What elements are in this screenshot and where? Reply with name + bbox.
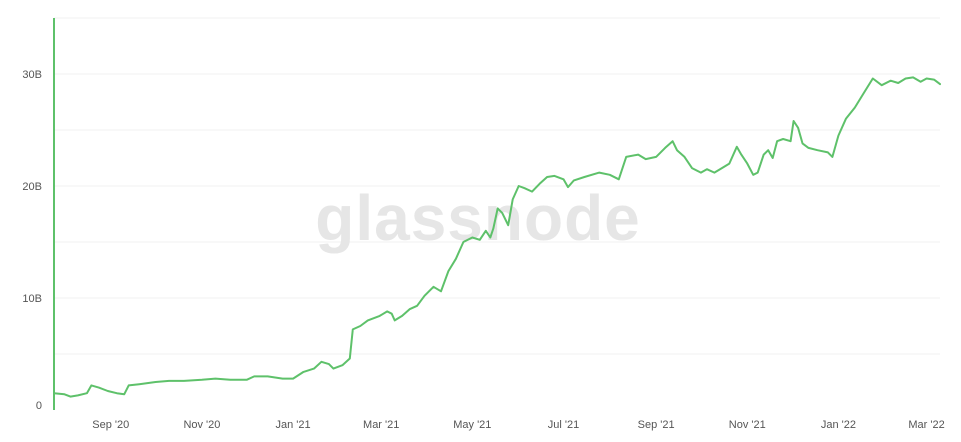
y-axis-ticks: 0 10B 20B 30B — [22, 69, 42, 412]
x-tick-label: Nov '20 — [183, 419, 220, 431]
x-tick-label: Mar '22 — [908, 419, 944, 431]
x-tick-label: Nov '21 — [729, 419, 766, 431]
x-tick-label: Sep '21 — [638, 419, 675, 431]
x-tick-label: May '21 — [453, 419, 491, 431]
grid-lines — [54, 17, 940, 355]
x-axis-ticks: Sep '20 Nov '20 Jan '21 Mar '21 May '21 Jul '… — [92, 419, 944, 431]
x-tick-label: Jan '21 — [275, 419, 310, 431]
y-tick-label: 10B — [22, 293, 42, 305]
x-tick-label: Jul '21 — [548, 419, 579, 431]
series-line — [53, 76, 941, 398]
y-tick-label: 30B — [22, 69, 42, 81]
x-tick-label: Jan '22 — [821, 419, 856, 431]
y-tick-label: 0 — [36, 400, 42, 412]
y-tick-label: 20B — [22, 181, 42, 193]
series-group — [53, 76, 941, 398]
x-tick-label: Mar '21 — [363, 419, 399, 431]
x-tick-label: Sep '20 — [92, 419, 129, 431]
watermark-text: glassnode — [315, 182, 641, 254]
